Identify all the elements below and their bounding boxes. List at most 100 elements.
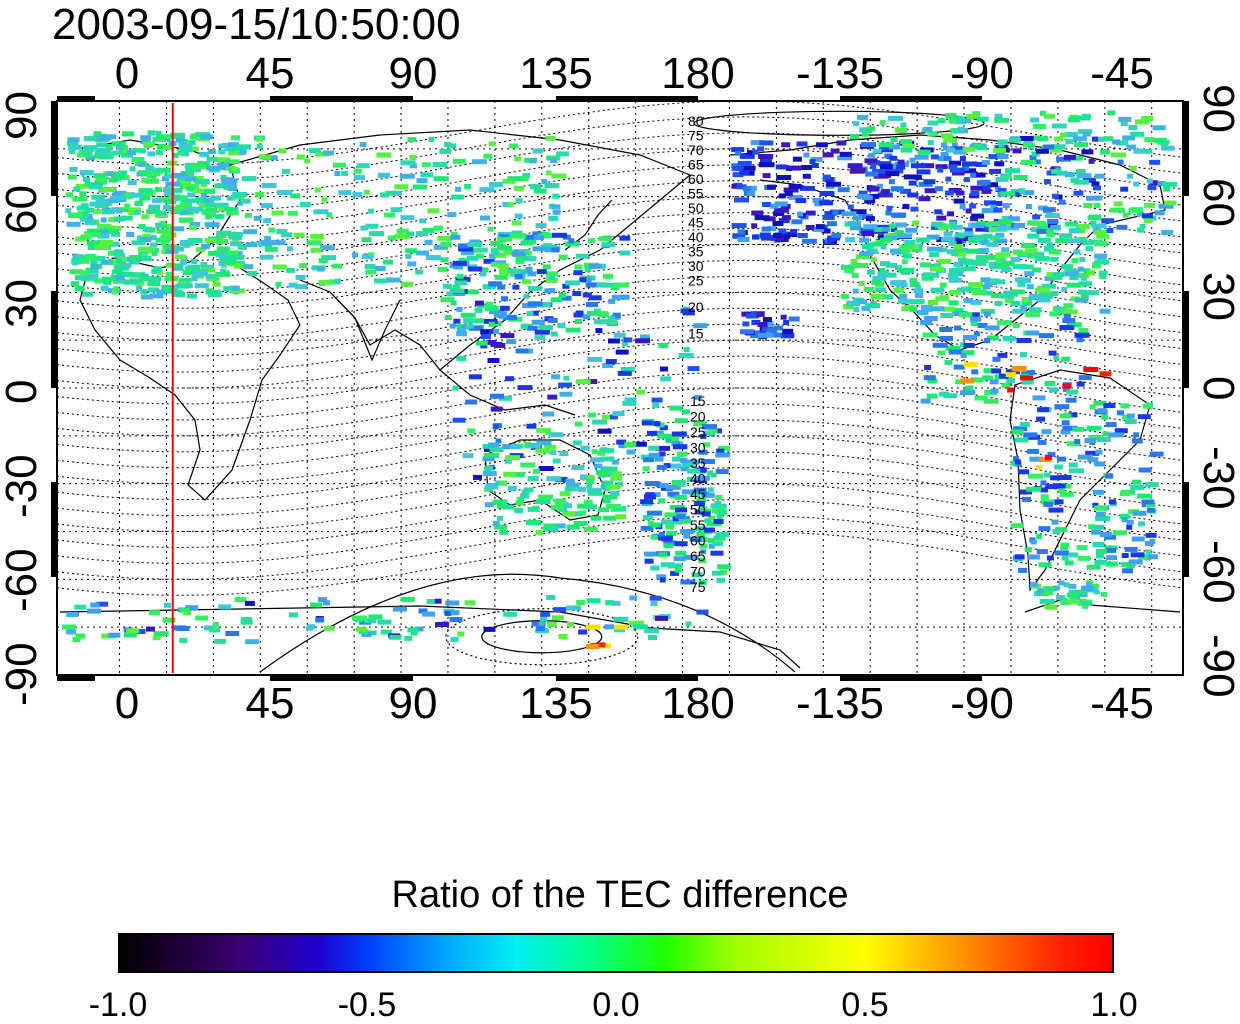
tec-cell	[600, 484, 609, 490]
tec-cell	[1037, 136, 1049, 142]
tec-cell	[693, 323, 708, 329]
tec-cell	[1162, 181, 1178, 187]
tec-cell	[1158, 203, 1174, 209]
tec-cell	[374, 278, 387, 284]
tec-cell	[1013, 249, 1023, 255]
tec-cell	[949, 167, 965, 173]
tec-cell	[739, 153, 755, 159]
tec-cell	[456, 356, 467, 362]
tec-cell	[592, 419, 608, 425]
tec-cell	[1144, 482, 1159, 487]
tec-cell	[1024, 248, 1038, 254]
tec-cell	[452, 284, 461, 290]
tec-cell	[473, 474, 482, 480]
tec-cell	[1029, 155, 1037, 160]
tec-cell	[96, 142, 108, 148]
tec-cell	[526, 311, 534, 317]
tec-cell	[174, 254, 186, 260]
tec-cell	[924, 188, 937, 194]
tec-cell	[797, 233, 808, 238]
tec-cell	[414, 626, 424, 632]
tec-cell	[1149, 159, 1161, 165]
tec-cell	[672, 456, 680, 462]
tec-cell	[1086, 425, 1102, 431]
tec-cell	[1139, 224, 1146, 229]
tec-cell	[997, 139, 1008, 145]
tec-cell	[1074, 332, 1090, 338]
tec-cell	[603, 515, 617, 521]
tec-cell	[185, 176, 197, 182]
tec-cell	[760, 158, 772, 164]
tec-cell	[788, 183, 802, 189]
tec-cell	[468, 266, 483, 272]
tec-cell	[675, 550, 687, 556]
tec-cell	[717, 509, 728, 515]
tec-cell	[522, 279, 531, 285]
tec-cell	[737, 236, 750, 242]
tec-cell	[499, 529, 509, 535]
tec-cell	[550, 331, 558, 337]
tec-cell	[970, 172, 977, 178]
tec-cell	[1096, 548, 1107, 554]
contour-label-south: 55	[690, 517, 706, 533]
tec-cell	[897, 159, 905, 165]
tec-cell	[142, 234, 151, 239]
tec-cell	[482, 443, 494, 449]
tec-cell	[940, 313, 954, 318]
tec-cell	[652, 402, 660, 408]
tec-cell	[100, 259, 115, 265]
tec-cell	[1144, 137, 1155, 143]
tec-cell	[545, 170, 552, 176]
tec-cell	[683, 554, 699, 560]
tec-cell	[962, 146, 976, 152]
tec-cell	[295, 274, 306, 280]
tec-cell	[132, 259, 139, 265]
tec-cell	[972, 111, 981, 117]
tec-cell	[717, 564, 732, 570]
tec-cell	[650, 522, 661, 528]
tec-cell	[1061, 420, 1070, 426]
tec-cell	[918, 196, 931, 202]
tec-cell	[718, 445, 730, 451]
tec-cell	[360, 225, 368, 231]
tec-cell	[1021, 379, 1034, 385]
tec-cell	[1046, 272, 1053, 278]
tec-cell	[1054, 305, 1061, 311]
tec-cell	[529, 158, 537, 164]
tec-cell	[557, 323, 566, 329]
tec-cell	[876, 183, 883, 189]
tec-cell	[687, 366, 700, 372]
tec-cell	[465, 399, 478, 405]
tec-cell	[564, 241, 580, 247]
tec-cell	[72, 260, 79, 266]
tec-cell	[930, 287, 945, 293]
tec-cell	[502, 178, 516, 184]
tec-cell	[866, 269, 875, 275]
tec-cell	[759, 162, 775, 168]
tec-cell	[468, 374, 482, 380]
tec-cell	[1012, 308, 1027, 314]
tec-cell	[867, 186, 880, 192]
tec-cell	[767, 327, 778, 333]
tec-cell	[109, 177, 118, 183]
tec-cell	[455, 186, 462, 192]
tec-cell	[1141, 499, 1155, 505]
tec-cell	[67, 137, 80, 143]
tec-cell	[558, 382, 573, 388]
tec-cell	[424, 239, 433, 245]
tec-cell	[503, 471, 517, 477]
tec-cell	[920, 320, 933, 326]
tec-cell	[594, 463, 603, 469]
tec-cell	[1076, 589, 1087, 595]
tec-cell	[308, 148, 321, 154]
tec-cell	[1051, 519, 1059, 525]
tec-cell	[1029, 581, 1038, 587]
tec-cell	[650, 601, 658, 607]
tec-cell	[976, 258, 989, 264]
colorbar-label-05: 0.5	[841, 986, 889, 1024]
tec-cell	[910, 244, 919, 250]
tec-cell	[872, 148, 882, 154]
tec-cell	[971, 213, 985, 219]
tec-cell	[934, 262, 941, 268]
